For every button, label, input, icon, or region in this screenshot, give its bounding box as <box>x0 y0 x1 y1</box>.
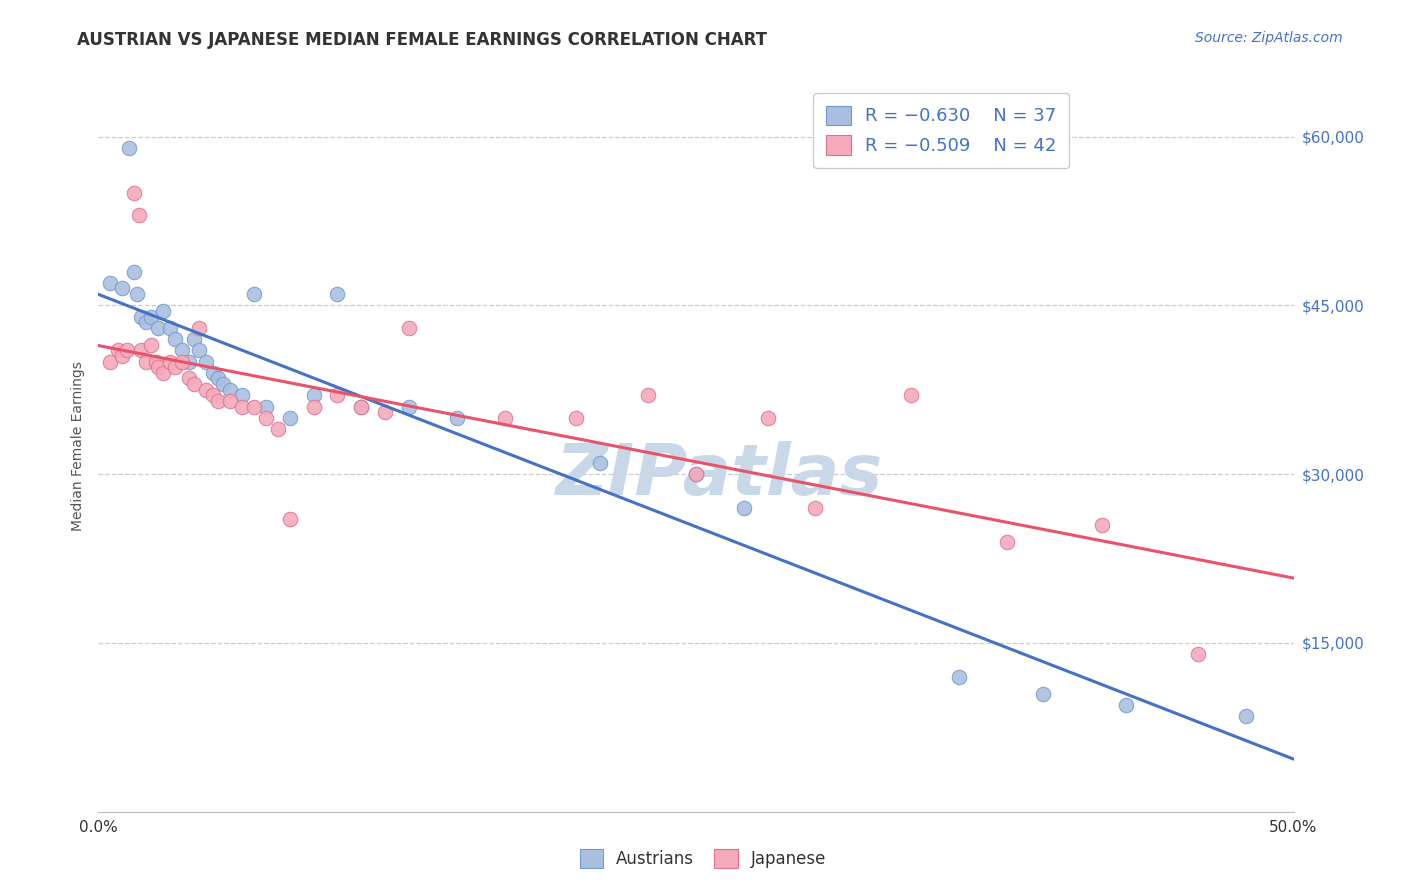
Point <box>139 310 162 324</box>
Point <box>124 186 146 200</box>
Legend: Austrians, Japanese: Austrians, Japanese <box>574 843 832 875</box>
Point <box>278 512 301 526</box>
Point <box>183 332 205 346</box>
Point <box>172 343 194 358</box>
Point <box>159 321 181 335</box>
Point <box>685 467 707 482</box>
Point <box>111 281 134 295</box>
Point <box>195 383 218 397</box>
Point <box>1091 517 1114 532</box>
Point <box>1115 698 1137 712</box>
Point <box>350 400 373 414</box>
Point <box>211 377 233 392</box>
Point <box>111 349 134 363</box>
Point <box>756 410 779 425</box>
Point <box>637 388 659 402</box>
Point <box>152 366 174 380</box>
Point <box>446 410 468 425</box>
Point <box>107 343 129 358</box>
Point <box>179 371 201 385</box>
Point <box>187 321 209 335</box>
Point <box>326 287 349 301</box>
Point <box>159 354 181 368</box>
Point <box>125 287 148 301</box>
Point <box>128 208 150 222</box>
Point <box>179 354 201 368</box>
Point <box>231 388 253 402</box>
Point <box>1032 687 1054 701</box>
Point <box>131 343 153 358</box>
Point <box>202 366 225 380</box>
Point <box>231 400 253 414</box>
Point <box>267 422 290 436</box>
Point <box>278 410 301 425</box>
Point <box>202 388 225 402</box>
Point <box>135 354 157 368</box>
Point <box>148 321 170 335</box>
Point <box>172 354 194 368</box>
Point <box>135 315 157 329</box>
Point <box>398 321 420 335</box>
Point <box>98 354 122 368</box>
Point <box>565 410 588 425</box>
Point <box>163 332 186 346</box>
Text: Source: ZipAtlas.com: Source: ZipAtlas.com <box>1195 31 1343 45</box>
Point <box>207 394 229 409</box>
Point <box>148 360 170 375</box>
Point <box>1187 647 1209 661</box>
Point <box>118 141 141 155</box>
Text: ZIPatlas: ZIPatlas <box>557 441 883 509</box>
Point <box>98 276 122 290</box>
Point <box>115 343 138 358</box>
Point <box>183 377 205 392</box>
Point <box>995 534 1018 549</box>
Point <box>494 410 516 425</box>
Point <box>219 383 242 397</box>
Point <box>254 410 277 425</box>
Point <box>374 405 396 419</box>
Point <box>326 388 349 402</box>
Point <box>733 500 755 515</box>
Point <box>187 343 209 358</box>
Point <box>139 337 162 351</box>
Point <box>195 354 218 368</box>
Point <box>589 456 612 470</box>
Point <box>152 304 174 318</box>
Point <box>398 400 420 414</box>
Point <box>302 388 325 402</box>
Point <box>350 400 373 414</box>
Point <box>131 310 153 324</box>
Point <box>900 388 922 402</box>
Point <box>685 467 707 482</box>
Point <box>219 394 242 409</box>
Point <box>243 287 266 301</box>
Point <box>948 670 970 684</box>
Point <box>1234 709 1257 723</box>
Point <box>145 354 167 368</box>
Point <box>302 400 325 414</box>
Point <box>207 371 229 385</box>
Text: AUSTRIAN VS JAPANESE MEDIAN FEMALE EARNINGS CORRELATION CHART: AUSTRIAN VS JAPANESE MEDIAN FEMALE EARNI… <box>77 31 768 49</box>
Legend: R = −0.630    N = 37, R = −0.509    N = 42: R = −0.630 N = 37, R = −0.509 N = 42 <box>813 93 1070 168</box>
Y-axis label: Median Female Earnings: Median Female Earnings <box>72 361 86 531</box>
Point <box>254 400 277 414</box>
Point <box>124 264 146 278</box>
Point <box>243 400 266 414</box>
Point <box>163 360 186 375</box>
Point <box>804 500 827 515</box>
